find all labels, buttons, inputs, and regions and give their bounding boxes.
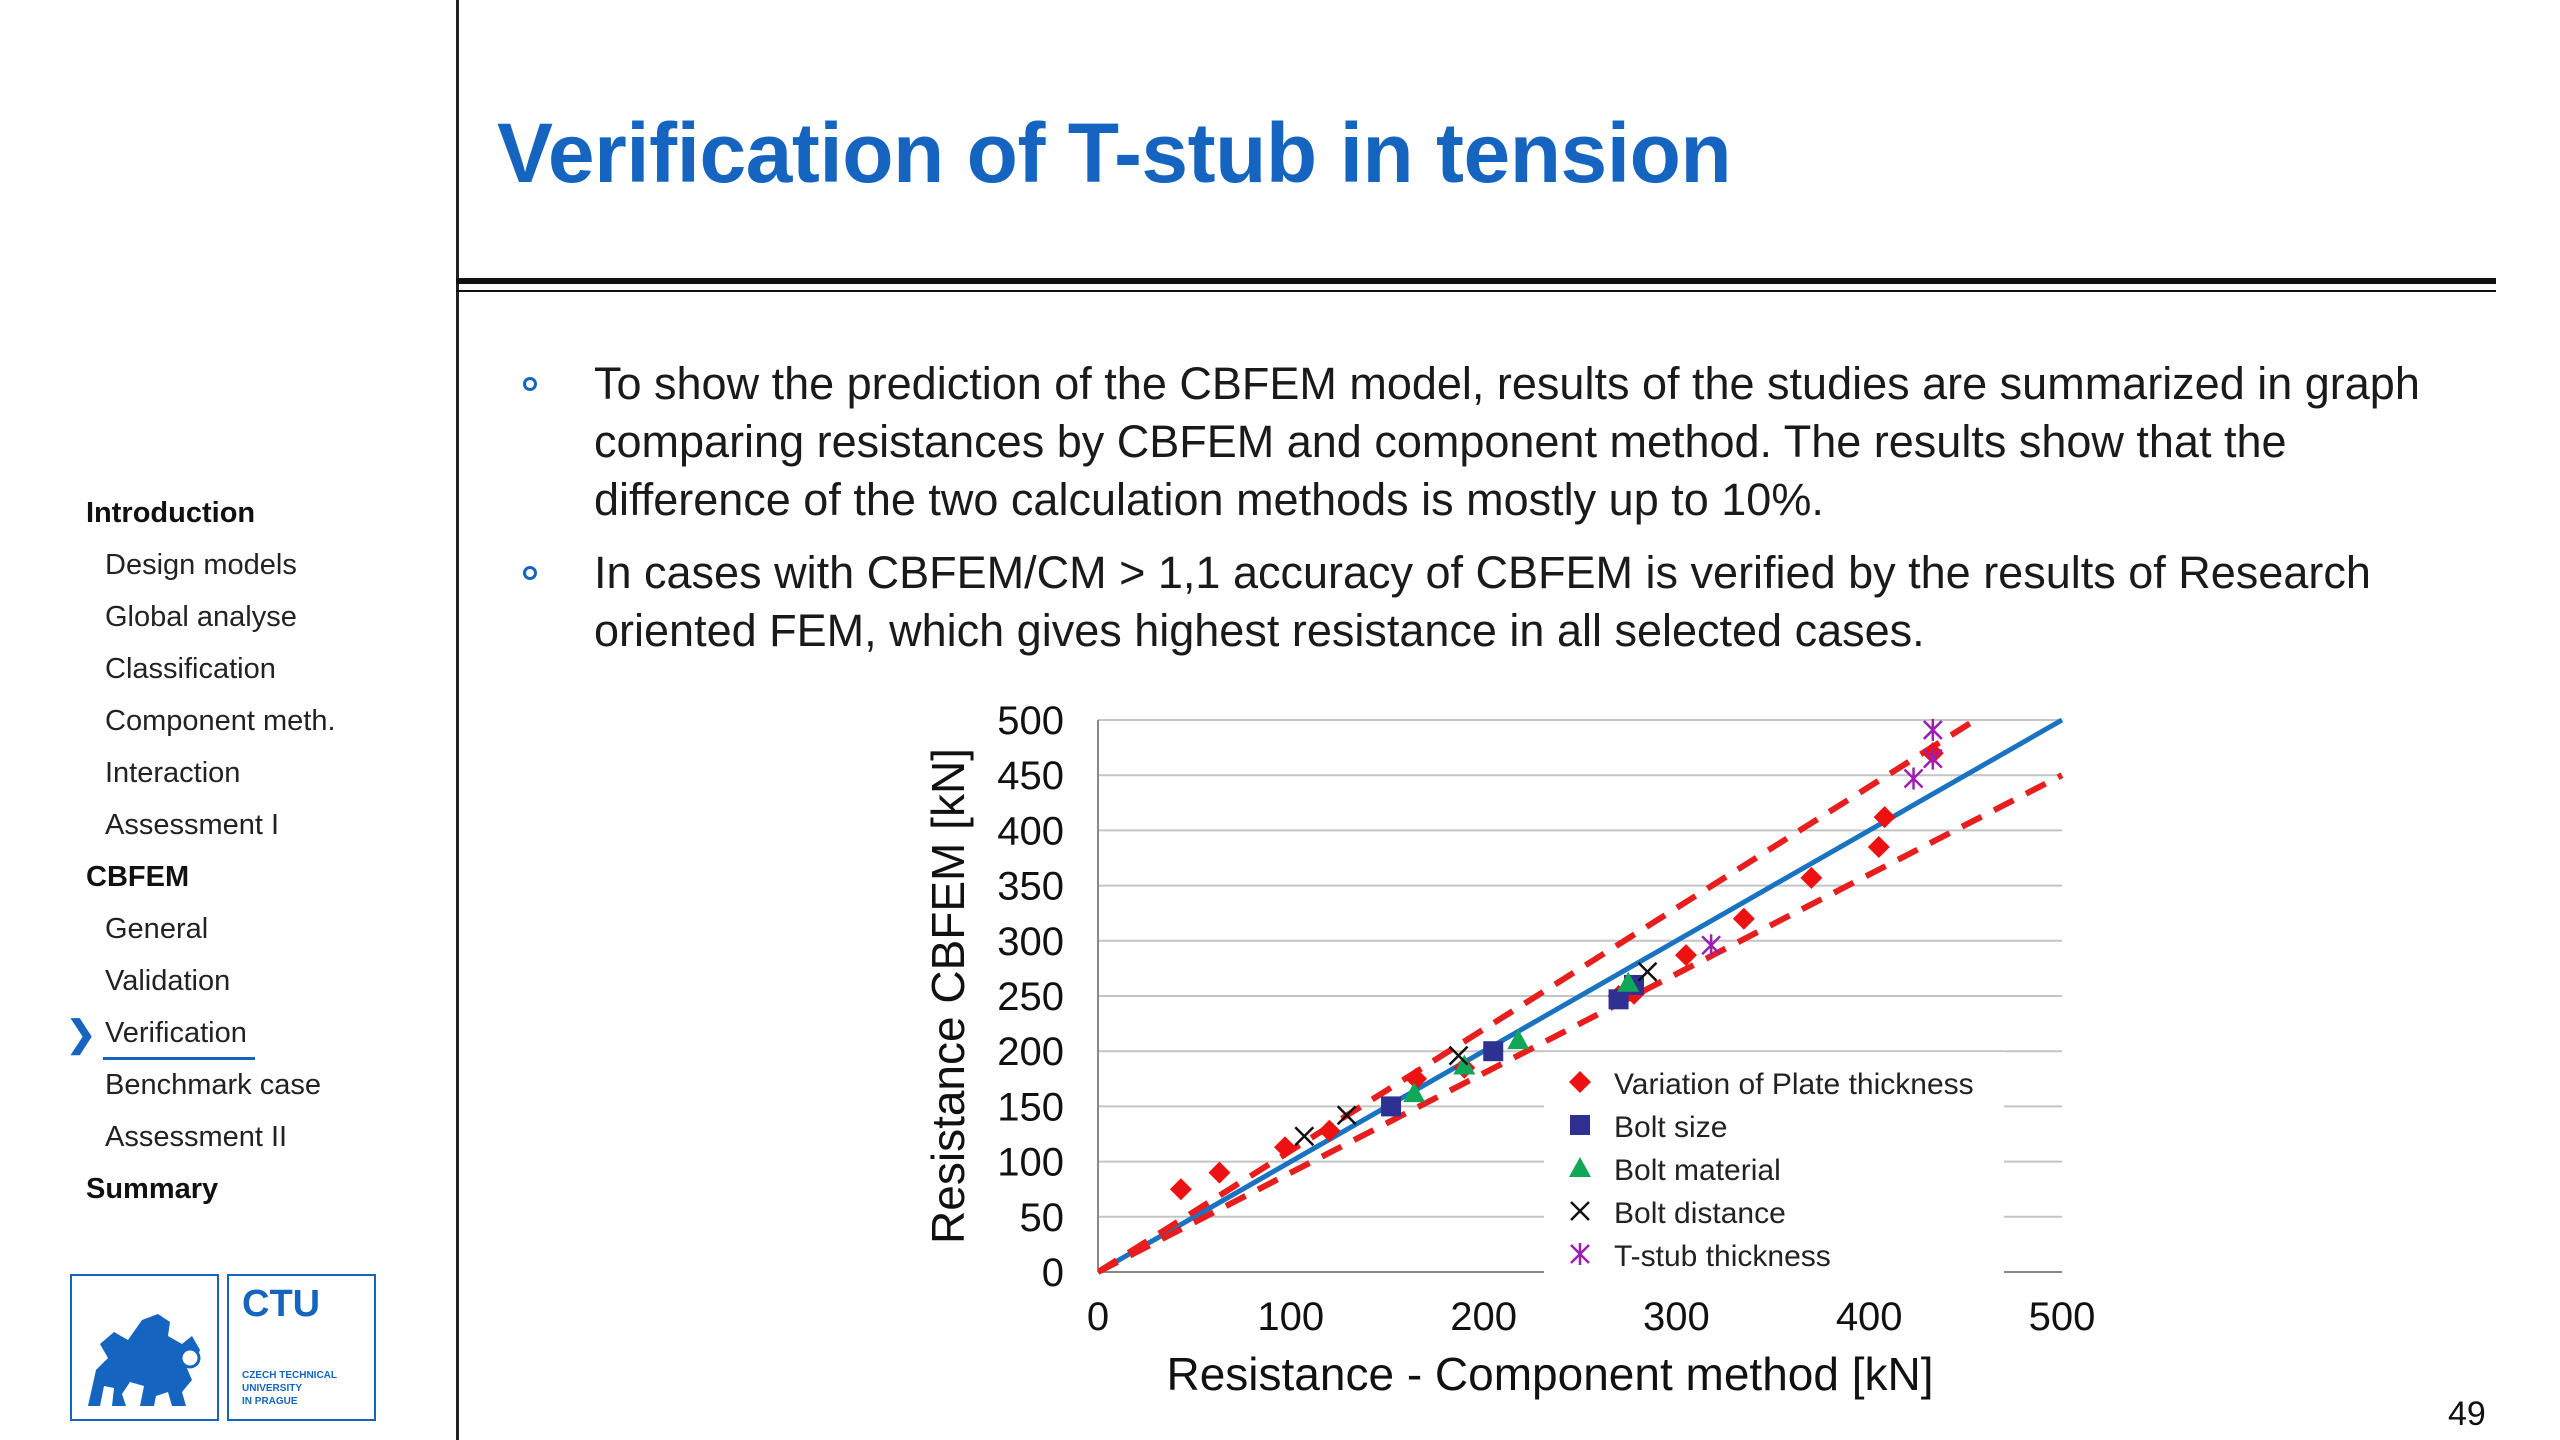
sidebar-item-verification[interactable]: Verification <box>105 1017 247 1049</box>
point-variation-of-plate-thickness <box>1405 1067 1428 1090</box>
point-variation-of-plate-thickness <box>1732 907 1755 930</box>
point-bolt-distance <box>1294 1126 1315 1147</box>
sidebar-item-general[interactable]: General <box>105 913 209 945</box>
point-bolt-material <box>1403 1082 1426 1103</box>
y-tick-label: 0 <box>1042 1251 1064 1295</box>
bullet-circle-icon <box>523 377 537 391</box>
x-tick-label: 300 <box>1643 1295 1710 1339</box>
bullet-item: To show the prediction of the CBFEM mode… <box>520 355 2480 529</box>
title-underline-thin <box>456 290 2496 292</box>
x-tick-label: 400 <box>1836 1295 1903 1339</box>
legend-marker-variation-of-plate-thickness <box>1569 1071 1591 1093</box>
y-tick-label: 400 <box>997 809 1064 853</box>
point-variation-of-plate-thickness <box>1318 1119 1341 1142</box>
ctu-lion-emblem-icon <box>88 1314 201 1406</box>
bullet-text: In cases with CBFEM/CM > 1,1 accuracy of… <box>594 547 2371 656</box>
tolerance-line <box>1098 717 1977 1275</box>
legend-background <box>1544 1052 2004 1281</box>
logo-subtext: UNIVERSITY <box>242 1383 302 1394</box>
y-tick-label: 100 <box>997 1141 1064 1185</box>
y-tick-label: 450 <box>997 754 1064 798</box>
point-bolt-size <box>1381 1096 1402 1117</box>
point-bolt-material <box>1617 971 1640 992</box>
point-variation-of-plate-thickness <box>1867 835 1890 858</box>
point-bolt-distance <box>1448 1045 1469 1066</box>
legend-label: Bolt material <box>1614 1154 1781 1187</box>
active-item-chevron-icon: ❯ <box>66 1013 97 1054</box>
point-t-stub-thickness <box>1922 718 1943 741</box>
point-variation-of-plate-thickness <box>1169 1178 1192 1201</box>
sidebar-item-summary[interactable]: Summary <box>86 1173 219 1205</box>
sidebar-item-global-analyse[interactable]: Global analyse <box>105 601 297 633</box>
x-tick-label: 200 <box>1450 1295 1517 1339</box>
sidebar-item-cbfem[interactable]: CBFEM <box>86 861 190 893</box>
ctu-logo: CTU CZECH TECHNICAL UNIVERSITY IN PRAGUE <box>70 1274 376 1421</box>
point-variation-of-plate-thickness <box>1675 944 1698 967</box>
y-tick-label: 150 <box>997 1085 1064 1129</box>
point-bolt-size <box>1483 1041 1504 1062</box>
x-tick-label: 500 <box>2029 1295 2096 1339</box>
logo-subtext: CZECH TECHNICAL <box>242 1370 337 1381</box>
sidebar-item-introduction[interactable]: Introduction <box>86 497 256 529</box>
sidebar-item-design-models[interactable]: Design models <box>105 549 297 581</box>
legend-marker-t-stub-thickness <box>1570 1243 1590 1265</box>
bullet-text: To show the prediction of the CBFEM mode… <box>594 358 2420 525</box>
point-bolt-distance <box>1637 961 1658 982</box>
y-tick-label: 50 <box>1020 1196 1065 1240</box>
title-underline <box>456 278 2496 284</box>
y-tick-label: 250 <box>997 975 1064 1019</box>
bullet-list: To show the prediction of the CBFEM mode… <box>520 355 2480 675</box>
legend-marker-bolt-material <box>1569 1157 1591 1177</box>
point-t-stub-thickness <box>1903 767 1924 790</box>
y-tick-label: 500 <box>997 699 1064 743</box>
point-bolt-distance <box>1336 1105 1357 1126</box>
sidebar-item-interaction[interactable]: Interaction <box>105 757 241 789</box>
tolerance-line <box>1098 772 2064 1275</box>
point-t-stub-thickness <box>1922 747 1943 770</box>
point-variation-of-plate-thickness <box>1873 806 1896 829</box>
logo-subtext: IN PRAGUE <box>242 1396 298 1407</box>
bullet-item: In cases with CBFEM/CM > 1,1 accuracy of… <box>520 544 2480 660</box>
point-bolt-material <box>1507 1029 1530 1050</box>
legend-label: T-stub thickness <box>1614 1240 1831 1273</box>
legend-label: Bolt distance <box>1614 1197 1786 1230</box>
equality-line <box>1098 717 2064 1275</box>
sidebar-divider <box>456 0 459 1440</box>
sidebar-item-benchmark-case[interactable]: Benchmark case <box>105 1069 321 1101</box>
point-t-stub-thickness <box>1701 934 1721 957</box>
y-tick-label: 350 <box>997 865 1064 909</box>
sidebar-item-assessment-i[interactable]: Assessment I <box>105 809 280 841</box>
y-axis-title: Resistance CBFEM [kN] <box>922 748 974 1244</box>
slide-title: Verification of T-stub in tension <box>497 106 1732 200</box>
sidebar-item-component-meth[interactable]: Component meth. <box>105 705 336 737</box>
page-number: 49 <box>2448 1395 2486 1433</box>
point-bolt-size <box>1608 989 1629 1010</box>
sidebar-item-validation[interactable]: Validation <box>105 965 231 997</box>
point-bolt-material <box>1453 1054 1476 1075</box>
point-variation-of-plate-thickness <box>1800 866 1823 889</box>
point-variation-of-plate-thickness <box>1274 1136 1297 1159</box>
logo-text: CTU <box>242 1283 320 1325</box>
bullet-circle-icon <box>523 566 537 580</box>
active-item-underline <box>103 1057 255 1060</box>
sidebar-item-assessment-ii[interactable]: Assessment II <box>105 1121 288 1153</box>
y-tick-label: 200 <box>997 1030 1064 1074</box>
legend-marker-bolt-distance <box>1570 1201 1590 1221</box>
y-tick-label: 300 <box>997 920 1064 964</box>
legend-marker-bolt-size <box>1570 1115 1590 1135</box>
sidebar-item-classification[interactable]: Classification <box>105 653 276 685</box>
x-axis-title: Resistance - Component method [kN] <box>1166 1348 1933 1400</box>
x-tick-label: 0 <box>1087 1295 1109 1339</box>
legend-label: Bolt size <box>1614 1111 1727 1144</box>
point-variation-of-plate-thickness <box>1208 1161 1231 1184</box>
legend-label: Variation of Plate thickness <box>1614 1068 1974 1101</box>
x-tick-label: 100 <box>1257 1295 1324 1339</box>
